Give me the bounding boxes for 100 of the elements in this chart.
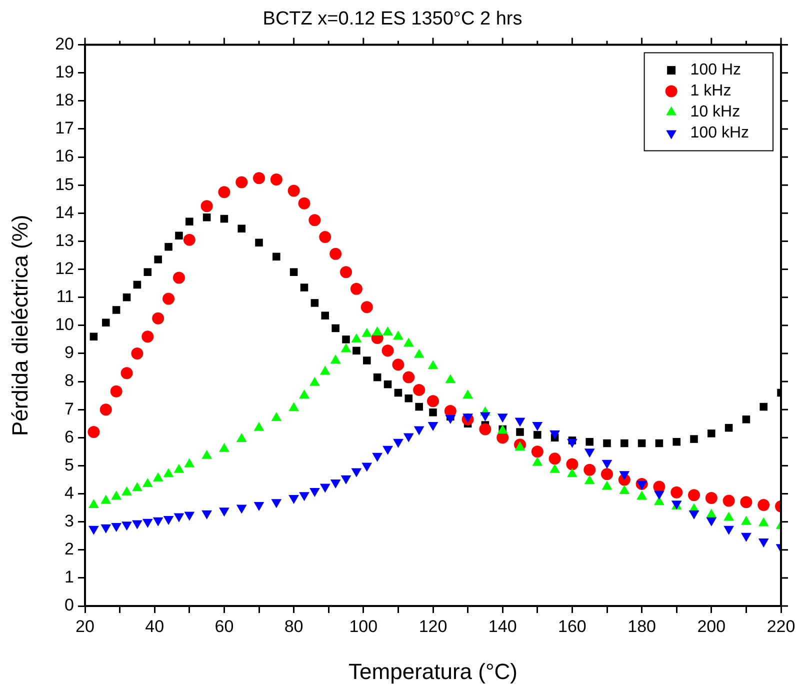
point: [567, 438, 578, 448]
point: [402, 371, 415, 384]
point: [586, 438, 594, 446]
point: [428, 422, 438, 432]
point: [462, 414, 473, 423]
y-tick-label: 8: [64, 371, 74, 390]
point: [708, 430, 716, 438]
x-tick-label: 140: [488, 616, 517, 636]
point: [414, 426, 424, 436]
point: [516, 428, 524, 436]
point: [404, 394, 413, 402]
point: [532, 422, 543, 432]
y-tick-label: 7: [64, 399, 74, 418]
point: [654, 490, 664, 500]
point: [236, 176, 248, 188]
point: [253, 172, 265, 184]
point: [330, 248, 342, 260]
point: [111, 523, 122, 532]
point: [299, 492, 310, 502]
point: [90, 332, 98, 341]
point: [220, 214, 228, 223]
y-tick-label: 13: [55, 230, 74, 250]
point: [310, 299, 319, 307]
point: [271, 499, 282, 508]
point: [415, 402, 423, 411]
point: [122, 293, 131, 302]
point: [219, 508, 230, 517]
point: [394, 388, 402, 397]
x-axis-title: Temperatura (°C): [348, 658, 518, 684]
point: [584, 464, 596, 476]
point: [88, 526, 99, 535]
point: [352, 346, 360, 355]
y-tick-label: 18: [55, 90, 74, 110]
point: [144, 268, 152, 276]
point: [342, 336, 350, 344]
point: [100, 404, 112, 416]
point: [120, 367, 133, 380]
point: [218, 186, 230, 198]
y-tick-label: 17: [55, 118, 74, 138]
legend-label: 10 kHz: [690, 104, 740, 121]
y-tick-label: 3: [64, 512, 74, 531]
point: [131, 347, 144, 360]
x-tick-label: 80: [284, 616, 304, 636]
point: [480, 412, 490, 422]
point: [362, 356, 371, 364]
point: [427, 395, 439, 408]
point: [152, 312, 164, 324]
x-tick-label: 40: [145, 616, 164, 636]
point: [603, 439, 611, 448]
point: [534, 430, 542, 439]
point: [760, 402, 768, 411]
y-tick-label: 4: [64, 483, 74, 502]
x-tick-label: 160: [558, 616, 586, 636]
point: [531, 446, 544, 458]
point: [382, 446, 393, 455]
x-tick-label: 120: [418, 616, 448, 636]
point: [184, 512, 195, 521]
y-tick-label: 14: [55, 202, 74, 222]
point: [319, 231, 332, 244]
point: [288, 184, 300, 197]
point: [636, 480, 647, 490]
y-tick-label: 16: [55, 146, 74, 166]
point: [162, 292, 175, 305]
point: [202, 510, 212, 520]
point: [272, 252, 280, 261]
point: [308, 214, 321, 226]
point: [340, 475, 352, 484]
x-tick-label: 200: [697, 616, 726, 636]
y-tick-label: 2: [64, 540, 74, 559]
point: [601, 468, 613, 480]
point: [172, 272, 185, 284]
point: [758, 498, 770, 511]
point: [142, 518, 153, 528]
point: [373, 373, 382, 382]
chart-title: BCTZ x=0.12 ES 1350°C 2 hrs: [262, 8, 522, 30]
point: [620, 439, 628, 448]
legend-label: 100 Hz: [690, 62, 742, 79]
point: [690, 435, 698, 443]
point: [722, 494, 735, 507]
point: [154, 256, 162, 264]
y-tick-label: 15: [55, 174, 74, 194]
y-tick-label: 9: [64, 343, 74, 362]
point: [393, 438, 404, 448]
point: [183, 234, 196, 246]
point: [298, 197, 310, 210]
point: [102, 318, 110, 326]
point: [479, 423, 492, 436]
point: [724, 526, 734, 535]
point: [340, 266, 352, 278]
x-tick-label: 180: [628, 616, 656, 636]
point: [705, 492, 718, 504]
y-tick-label: 12: [55, 258, 74, 278]
point: [351, 468, 362, 478]
point: [320, 484, 330, 493]
point: [602, 460, 612, 469]
x-tick-label: 100: [349, 616, 378, 636]
point: [382, 344, 394, 357]
point: [309, 488, 320, 497]
point: [372, 452, 383, 462]
point: [236, 504, 247, 514]
